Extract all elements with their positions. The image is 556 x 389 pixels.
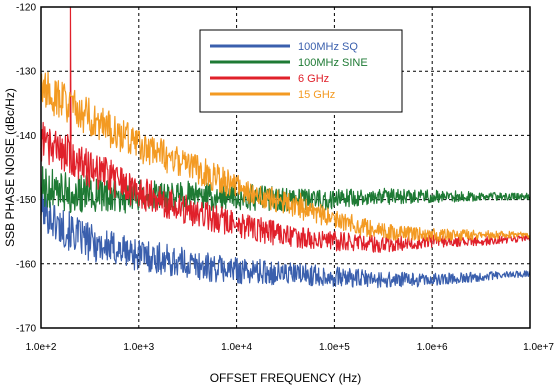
legend-label: 6 GHz bbox=[298, 73, 329, 85]
x-tick-label: 1.0e+5 bbox=[319, 342, 350, 353]
y-tick-label: -150 bbox=[16, 195, 36, 206]
legend: 100MHz SQ 100MHz SINE 6 GHz 15 GHz bbox=[199, 29, 403, 113]
y-axis-label: SSB PHASE NOISE (dBc/Hz) bbox=[3, 88, 17, 247]
x-tick-label: 1.0e+7 bbox=[523, 342, 554, 353]
legend-box bbox=[199, 29, 403, 113]
y-tick-label: -160 bbox=[16, 259, 36, 270]
y-tick-label: -120 bbox=[16, 3, 36, 14]
x-axis-label: OFFSET FREQUENCY (Hz) bbox=[210, 371, 362, 385]
y-tick-label: -170 bbox=[16, 324, 36, 335]
y-tick-label: -140 bbox=[16, 131, 36, 142]
legend-label: 100MHz SQ bbox=[298, 41, 358, 53]
x-tick-label: 1.0e+4 bbox=[221, 342, 252, 353]
y-tick-label: -130 bbox=[16, 67, 36, 78]
legend-label: 15 GHz bbox=[298, 89, 335, 101]
plot-frame bbox=[40, 6, 531, 329]
x-axis: 1.0e+2 1.0e+3 1.0e+4 1.0e+5 1.0e+6 1.0e+7 bbox=[26, 342, 555, 353]
y-axis: -170 -160 -150 -140 -130 -120 bbox=[16, 3, 36, 335]
legend-label: 100MHz SINE bbox=[298, 57, 368, 69]
x-tick-label: 1.0e+2 bbox=[26, 342, 57, 353]
series-line-100mhz-sq bbox=[40, 187, 531, 289]
x-tick-label: 1.0e+3 bbox=[123, 342, 154, 353]
series-group bbox=[40, 6, 531, 289]
series-line-6-ghz bbox=[40, 6, 531, 254]
series-line-15-ghz bbox=[40, 71, 531, 242]
x-tick-label: 1.0e+6 bbox=[417, 342, 448, 353]
